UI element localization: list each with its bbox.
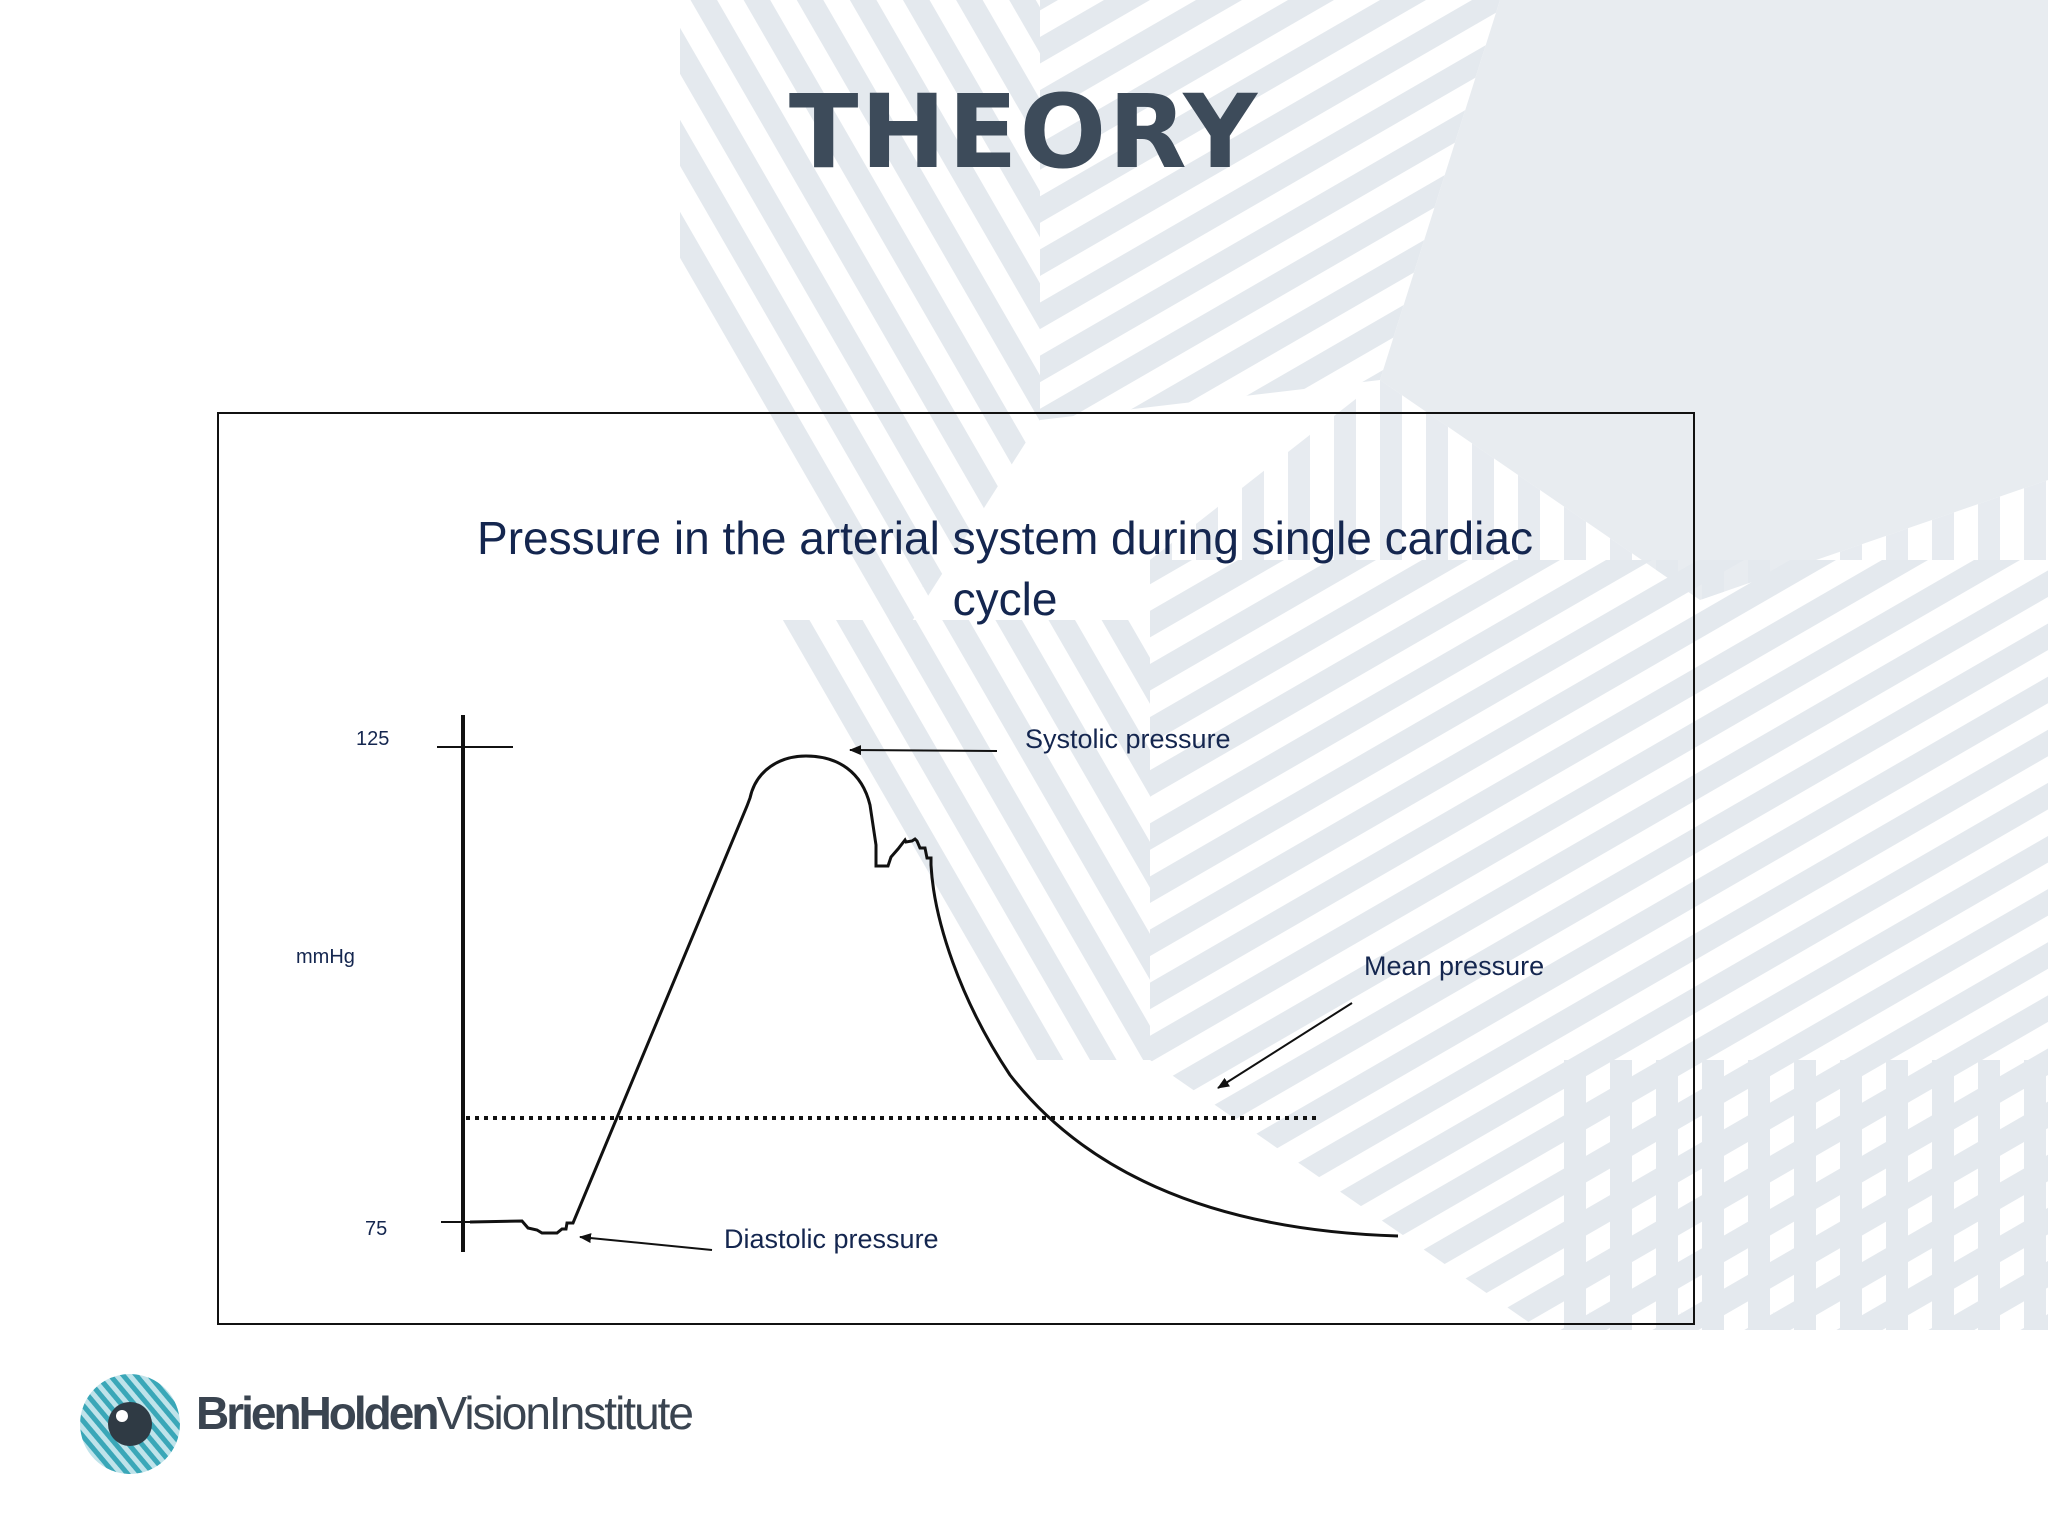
slide-title: THEORY: [788, 73, 1260, 192]
mean-arrow: [1217, 1002, 1353, 1089]
systolic-pressure-label: Systolic pressure: [1025, 724, 1231, 754]
diastolic-pressure-label: Diastolic pressure: [724, 1224, 939, 1254]
figure-frame: [217, 412, 1695, 1325]
tick-label-125: 125: [356, 728, 390, 750]
y-axis-label: mmHg: [296, 946, 355, 968]
logo-name-bold: BrienHolden: [196, 1387, 439, 1439]
eye-logo-icon: [80, 1374, 180, 1474]
figure-title: Pressure in the arterial system during s…: [477, 512, 1533, 625]
logo-wordmark: BrienHoldenVisionInstitute: [196, 1386, 694, 1440]
tick-label-75: 75: [365, 1218, 388, 1240]
diastolic-arrow: [579, 1233, 713, 1251]
pressure-waveform: [469, 754, 1399, 1238]
footer-logo: BrienHoldenVisionInstitute: [78, 1370, 694, 1480]
mean-pressure-label: Mean pressure: [1364, 951, 1545, 981]
systolic-arrow: [849, 745, 998, 756]
logo-name-light: VisionInstitute: [436, 1387, 694, 1439]
